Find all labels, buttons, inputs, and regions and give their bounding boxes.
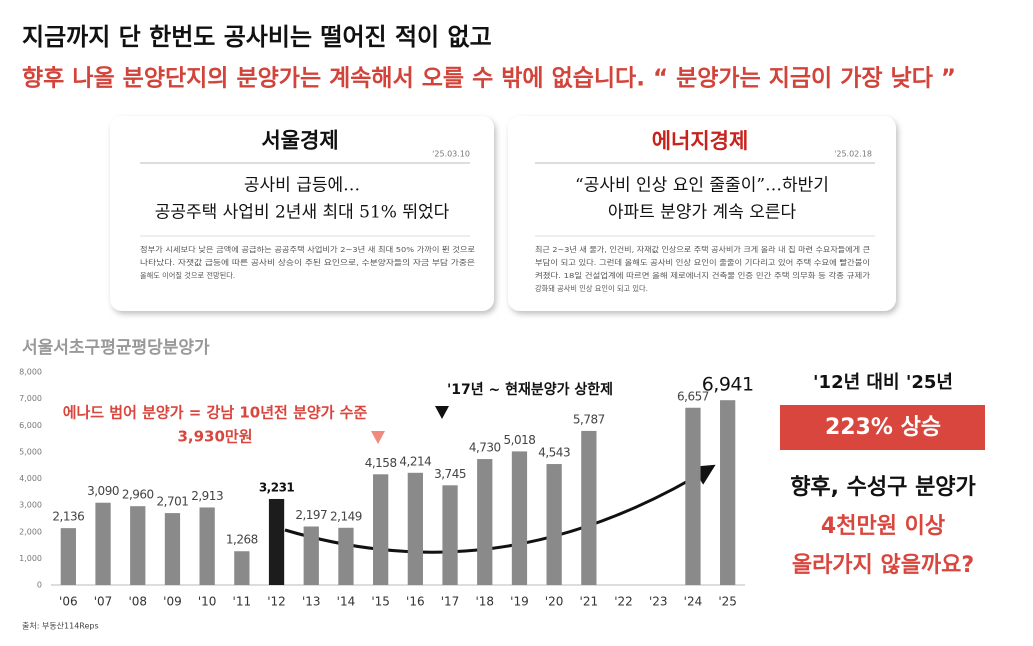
annotation: '17년 ~ 현재분양가 상한제 <box>447 382 613 398</box>
value-label: 3,745 <box>434 467 466 481</box>
callout-change: 223% 상승 <box>825 415 941 440</box>
x-tick-label: '25 <box>718 595 737 609</box>
value-label: 1,268 <box>226 533 258 547</box>
article-date: '25.02.18 <box>834 150 872 159</box>
bar <box>546 464 562 585</box>
y-tick-label: 3,000 <box>19 501 42 510</box>
callout-line: 올라가지 않을까요? <box>792 553 974 578</box>
bar <box>373 474 389 585</box>
x-tick-label: '14 <box>337 595 356 609</box>
value-label: 4,158 <box>365 456 397 470</box>
x-tick-label: '20 <box>545 595 564 609</box>
article-body: 부담이 되고 있다. 그런데 올해도 공사비 인상 요인이 줄줄이 기다리고 있… <box>535 258 870 267</box>
x-tick-label: '18 <box>475 595 494 609</box>
article-card <box>508 116 896 311</box>
chart-title: 서울서초구평균평당분양가 <box>22 338 210 358</box>
x-tick-label: '10 <box>198 595 217 609</box>
article-title: 공공주택 사업비 2년새 최대 51% 뛰었다 <box>155 203 450 223</box>
y-tick-label: 7,000 <box>19 394 42 403</box>
x-tick-label: '13 <box>302 595 321 609</box>
change-box <box>780 405 985 450</box>
value-label: 5,787 <box>573 412 605 426</box>
x-tick-label: '11 <box>233 595 252 609</box>
bar <box>720 400 736 585</box>
x-tick-label: '23 <box>649 595 668 609</box>
y-tick-label: 8,000 <box>19 368 42 377</box>
bar <box>511 451 528 585</box>
marker-triangle <box>435 406 449 419</box>
value-label: 2,701 <box>157 495 189 509</box>
source-note: 출처: 부동산114Reps <box>22 621 99 631</box>
bar <box>477 459 493 585</box>
y-tick-label: 0 <box>37 581 42 590</box>
x-tick-label: '09 <box>163 595 182 609</box>
x-tick-label: '15 <box>371 595 390 609</box>
x-tick-label: '17 <box>441 595 460 609</box>
headline-1: 지금까지 단 한번도 공사비는 떨어진 적이 없고 <box>22 23 492 51</box>
y-tick-label: 1,000 <box>19 554 42 563</box>
article-title: 공사비 급등에… <box>244 176 360 196</box>
callout-line: 4천만원 이상 <box>821 514 945 539</box>
bar <box>442 485 458 585</box>
article-body: 정부가 시세보다 낮은 금액에 공급하는 공공주택 사업비가 2~3년 새 최대… <box>140 245 475 254</box>
bar <box>685 407 701 585</box>
headline-2: 향후 나올 분양단지의 분양가는 계속해서 오를 수 밖에 없습니다. “ 분양… <box>22 66 956 92</box>
article-body: 나타났다. 자잿값 급등에 따른 공사비 상승이 주된 요인으로, 수분양자들의… <box>140 258 475 267</box>
article-title: 아파트 분양가 계속 오른다 <box>608 203 797 223</box>
x-tick-label: '21 <box>580 595 599 609</box>
article-body: 켜졌다. 18일 건설업계에 따르면 올해 제로에너지 건축물 인증 민간 주택… <box>535 271 870 280</box>
marker-triangle <box>371 431 385 444</box>
value-label: 3,231 <box>259 480 295 494</box>
y-tick-label: 6,000 <box>19 421 42 430</box>
bar <box>581 430 597 585</box>
value-label: 4,214 <box>399 454 431 468</box>
bar <box>199 507 215 585</box>
x-tick-label: '24 <box>684 595 703 609</box>
value-label: 2,149 <box>330 509 362 523</box>
value-label: 2,913 <box>191 489 223 503</box>
x-tick-label: '22 <box>614 595 633 609</box>
value-label: 4,543 <box>538 446 570 460</box>
bar <box>164 513 181 585</box>
annotation: 3,930만원 <box>177 428 252 446</box>
bar <box>268 498 285 585</box>
x-tick-label: '16 <box>406 595 425 609</box>
article-source: 에너지경제 <box>652 129 749 153</box>
bar <box>303 526 319 585</box>
value-label: 3,090 <box>87 484 119 498</box>
annotation: 에나드 범어 분양가 = 강남 10년전 분양가 수준 <box>63 404 368 422</box>
article-source: 서울경제 <box>261 128 338 153</box>
value-label: 2,960 <box>122 488 154 502</box>
bar <box>338 527 354 585</box>
article-body: 올해도 이어질 것으로 전망된다. <box>140 271 235 280</box>
bar <box>130 506 146 585</box>
bar <box>407 472 423 585</box>
article-body: 강화돼 공사비 인상 요인이 되고 있다. <box>535 284 648 293</box>
y-tick-label: 5,000 <box>19 447 42 456</box>
article-date: '25.03.10 <box>432 150 470 159</box>
value-label: 5,018 <box>504 433 536 447</box>
callout-line: 향후, 수성구 분양가 <box>790 475 976 500</box>
y-tick-label: 4,000 <box>19 474 42 483</box>
x-tick-label: '07 <box>94 595 113 609</box>
x-tick-label: '12 <box>267 595 286 609</box>
value-label: 6,941 <box>702 374 754 396</box>
callout-period: '12년 대비 '25년 <box>813 372 953 393</box>
value-label: 2,197 <box>295 508 327 522</box>
bar <box>60 528 76 585</box>
x-tick-label: '06 <box>59 595 78 609</box>
article-body: 최근 2~3년 새 물가, 인건비, 자재값 인상으로 주택 공사비가 크게 올… <box>535 245 870 254</box>
value-label: 4,730 <box>469 441 501 455</box>
article-title: “공사비 인상 요인 줄줄이”…하반기 <box>575 176 829 196</box>
x-tick-label: '08 <box>128 595 147 609</box>
y-tick-label: 2,000 <box>19 527 42 536</box>
x-tick-label: '19 <box>510 595 529 609</box>
bar <box>95 502 111 585</box>
bar <box>234 551 250 585</box>
article-card <box>110 116 494 311</box>
value-label: 6,657 <box>677 389 709 403</box>
value-label: 2,136 <box>52 510 84 524</box>
